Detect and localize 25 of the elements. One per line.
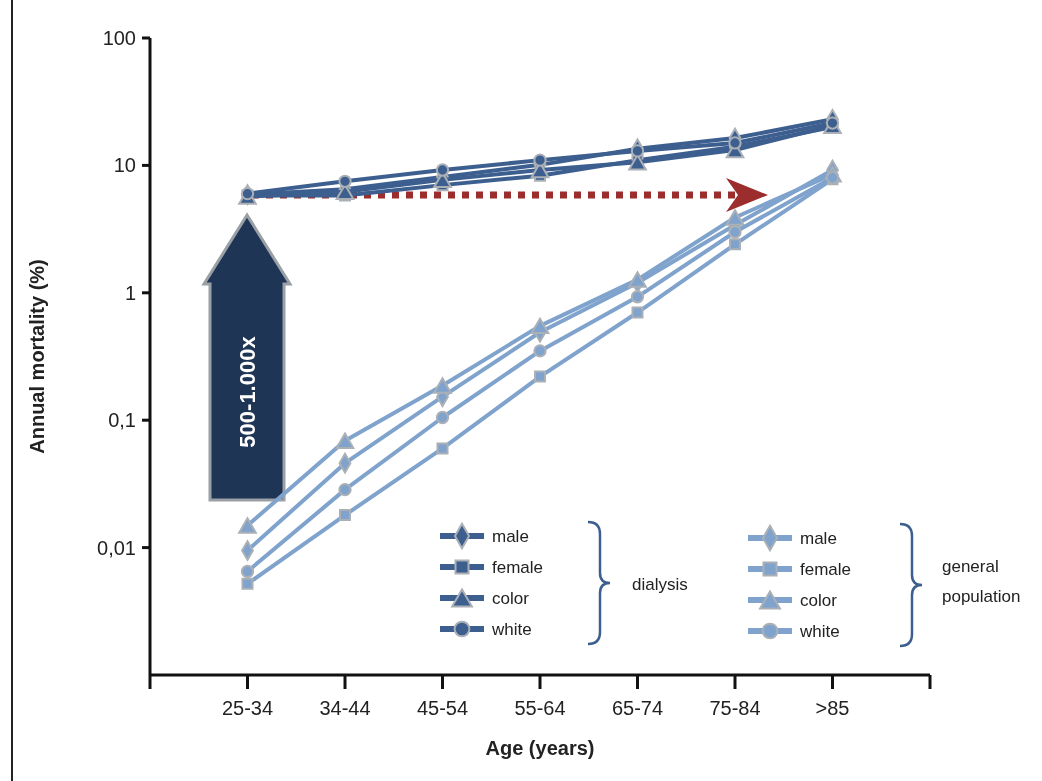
y-tick-label: 10 bbox=[113, 154, 136, 177]
y-tick-label: 0,1 bbox=[108, 409, 136, 432]
y-tick-label: 1 bbox=[124, 281, 136, 304]
legend-label: white bbox=[799, 621, 840, 641]
legend-label: male bbox=[492, 526, 529, 546]
x-tick-label: 45-54 bbox=[416, 697, 469, 719]
legend-label: color bbox=[800, 590, 838, 610]
x-tick-label: 34-44 bbox=[319, 697, 371, 719]
legend-label: male bbox=[800, 528, 837, 548]
y-axis-title: Annual mortality (%) bbox=[26, 259, 48, 454]
x-tick-label: 55-64 bbox=[514, 697, 566, 719]
annotation: 500-1.000x bbox=[234, 335, 260, 448]
x-tick-label: 75-84 bbox=[709, 697, 761, 719]
legend-label: white bbox=[491, 619, 532, 639]
annotation: dialysis bbox=[632, 574, 688, 594]
x-tick-label: 65-74 bbox=[611, 697, 664, 719]
y-tick-label: 0,01 bbox=[97, 536, 136, 559]
y-tick-label: 100 bbox=[102, 27, 136, 49]
x-axis-title: Age (years) bbox=[485, 737, 595, 759]
legend-label: female bbox=[492, 557, 544, 577]
x-tick-label: 25-34 bbox=[221, 697, 274, 719]
text: general population bbox=[942, 557, 1021, 606]
x-tick-label: >85 bbox=[815, 697, 850, 719]
legend-label: color bbox=[492, 588, 530, 608]
legend-label: female bbox=[800, 559, 852, 579]
